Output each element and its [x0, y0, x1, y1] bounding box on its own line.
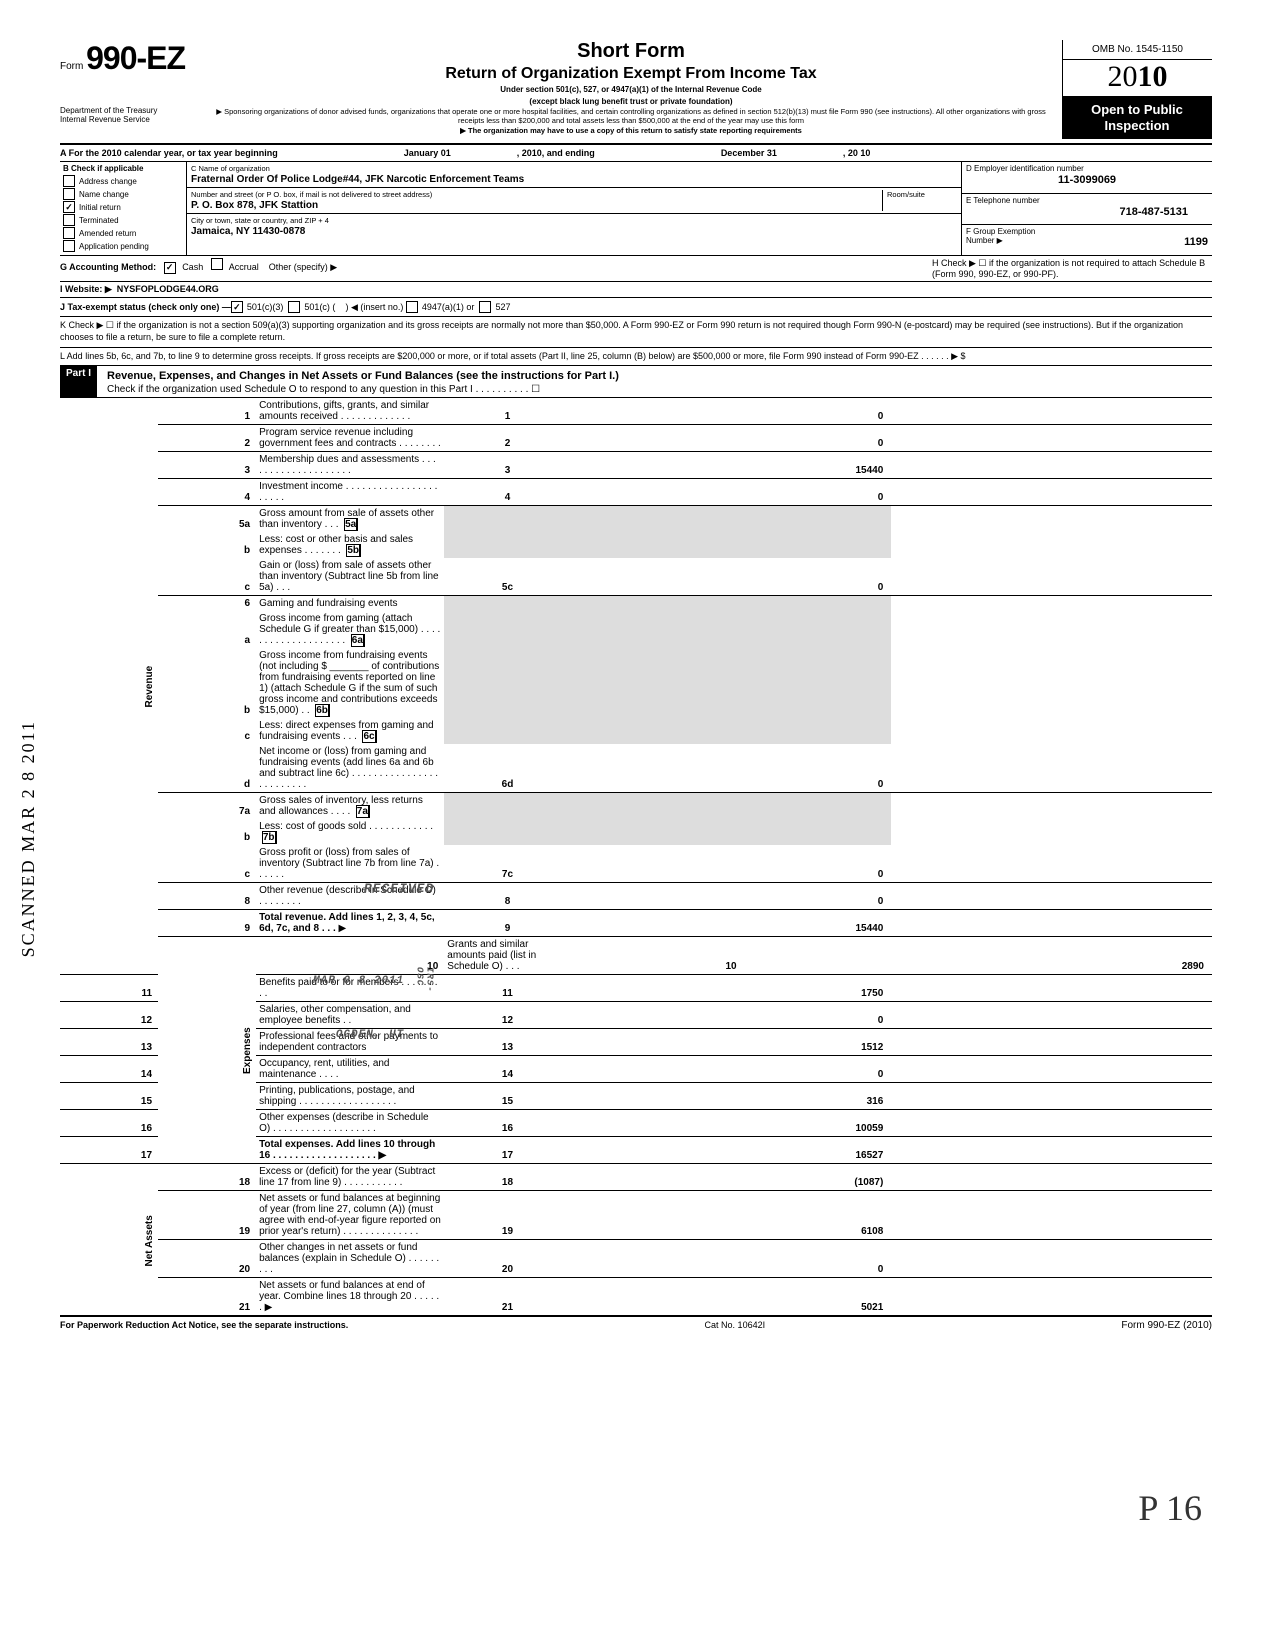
org-name: Fraternal Order Of Police Lodge#44, JFK …	[191, 174, 957, 185]
row-gh: G Accounting Method: ✓ Cash Accrual Othe…	[60, 256, 1212, 282]
city: Jamaica, NY 11430-0878	[191, 226, 957, 237]
date-stamp: MAR 0 8 2011	[313, 975, 404, 987]
signature: P 16	[1138, 1487, 1202, 1529]
chk-cash[interactable]: ✓	[164, 262, 176, 274]
chk-527[interactable]	[479, 301, 491, 313]
group-label2: Number ▶	[966, 236, 1003, 248]
irs-stamp: IRS-OSC	[414, 967, 434, 1001]
part1-header: Part I Revenue, Expenses, and Changes in…	[60, 366, 1212, 398]
row-a: A For the 2010 calendar year, or tax yea…	[60, 145, 1212, 162]
chk-name[interactable]	[63, 188, 75, 200]
street: P. O. Box 878, JFK Stattion	[191, 200, 882, 211]
ein-label: D Employer identification number	[966, 164, 1208, 173]
tax-year: 2010	[1062, 60, 1212, 96]
ein: 11-3099069	[966, 174, 1208, 186]
lines-table: Revenue 1Contributions, gifts, grants, a…	[60, 398, 1212, 1317]
col-b-header: B Check if applicable	[63, 164, 183, 173]
website: NYSFOPLODGE44.ORG	[117, 284, 219, 294]
scanned-stamp: SCANNED MAR 2 8 2011	[18, 720, 39, 957]
group-num: 1199	[1184, 236, 1208, 248]
chk-address[interactable]	[63, 175, 75, 187]
group-label: F Group Exemption	[966, 227, 1208, 236]
title-sponsor: ▶ Sponsoring organizations of donor advi…	[208, 108, 1054, 125]
row-j: J Tax-exempt status (check only one) — ✓…	[60, 298, 1212, 317]
phone: 718-487-5131	[966, 206, 1208, 218]
title-return: Return of Organization Exempt From Incom…	[208, 65, 1054, 83]
ogden-stamp: OGDEN, UT	[336, 1029, 404, 1041]
side-revenue: Revenue	[60, 398, 158, 975]
title-except: (except black lung benefit trust or priv…	[208, 97, 1054, 107]
row-h: H Check ▶ ☐ if the organization is not r…	[932, 258, 1212, 279]
row-l: L Add lines 5b, 6c, and 7b, to line 9 to…	[60, 348, 1212, 367]
name-label: C Name of organization	[191, 164, 957, 173]
chk-501c3[interactable]: ✓	[231, 301, 243, 313]
form-prefix: Form	[60, 61, 83, 72]
footer: For Paperwork Reduction Act Notice, see …	[60, 1317, 1212, 1331]
side-expenses: Expenses	[158, 937, 256, 1164]
city-label: City or town, state or country, and ZIP …	[191, 216, 957, 225]
form-header: Form 990-EZ Department of the Treasury I…	[60, 40, 1212, 145]
chk-amended[interactable]	[63, 227, 75, 239]
title-state: ▶ The organization may have to use a cop…	[208, 127, 1054, 136]
street-label: Number and street (or P O. box, if mail …	[191, 190, 882, 199]
chk-initial[interactable]: ✓	[63, 201, 75, 213]
form-number: 990-EZ	[86, 40, 185, 76]
title-short-form: Short Form	[208, 40, 1054, 63]
row-k: K Check ▶ ☐ if the organization is not a…	[60, 317, 1212, 347]
side-netassets: Net Assets	[60, 1164, 158, 1317]
phone-label: E Telephone number	[966, 196, 1208, 205]
chk-501c[interactable]	[288, 301, 300, 313]
dept-irs: Internal Revenue Service	[60, 116, 200, 125]
omb-number: OMB No. 1545-1150	[1062, 40, 1212, 60]
row-i: I Website: ▶ NYSFOPLODGE44.ORG	[60, 282, 1212, 298]
chk-pending[interactable]	[63, 240, 75, 252]
open-public: Open to Public Inspection	[1062, 96, 1212, 139]
chk-terminated[interactable]	[63, 214, 75, 226]
chk-4947[interactable]	[406, 301, 418, 313]
chk-accrual[interactable]	[211, 258, 223, 270]
room-label: Room/suite	[882, 190, 957, 211]
title-under: Under section 501(c), 527, or 4947(a)(1)…	[208, 85, 1054, 95]
received-stamp: RECEIVED	[364, 881, 434, 896]
section-bcdef: B Check if applicable Address change Nam…	[60, 162, 1212, 256]
